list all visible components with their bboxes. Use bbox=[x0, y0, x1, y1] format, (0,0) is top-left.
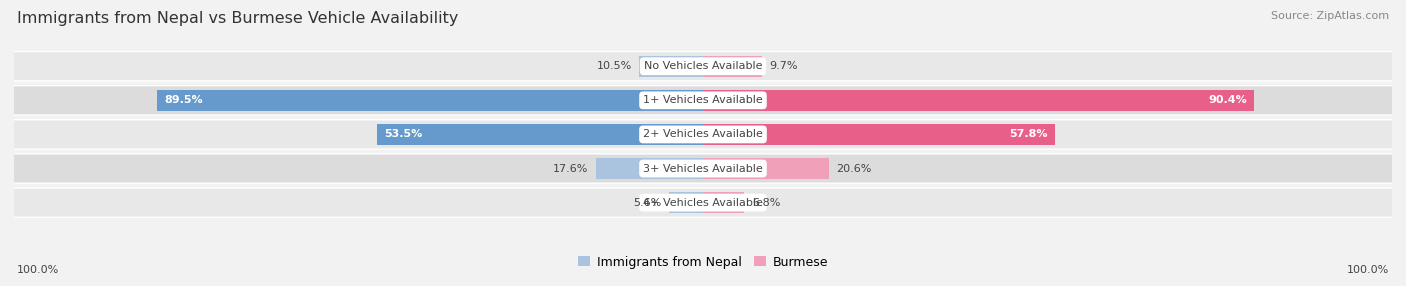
Text: 100.0%: 100.0% bbox=[17, 265, 59, 275]
FancyBboxPatch shape bbox=[1, 120, 1405, 149]
Text: 17.6%: 17.6% bbox=[553, 164, 588, 174]
Text: Immigrants from Nepal vs Burmese Vehicle Availability: Immigrants from Nepal vs Burmese Vehicle… bbox=[17, 11, 458, 26]
Text: 100.0%: 100.0% bbox=[1347, 265, 1389, 275]
Text: 89.5%: 89.5% bbox=[165, 95, 204, 105]
Text: 3+ Vehicles Available: 3+ Vehicles Available bbox=[643, 164, 763, 174]
Bar bbox=[703, 90, 1254, 111]
FancyBboxPatch shape bbox=[1, 86, 1405, 115]
Bar bbox=[703, 124, 1056, 145]
Text: 10.5%: 10.5% bbox=[596, 61, 631, 71]
Text: 1+ Vehicles Available: 1+ Vehicles Available bbox=[643, 95, 763, 105]
Text: 5.6%: 5.6% bbox=[633, 198, 662, 208]
Legend: Immigrants from Nepal, Burmese: Immigrants from Nepal, Burmese bbox=[572, 251, 834, 274]
Bar bbox=[703, 56, 762, 77]
Bar bbox=[596, 158, 703, 179]
Text: 4+ Vehicles Available: 4+ Vehicles Available bbox=[643, 198, 763, 208]
Text: 90.4%: 90.4% bbox=[1208, 95, 1247, 105]
Text: Source: ZipAtlas.com: Source: ZipAtlas.com bbox=[1271, 11, 1389, 21]
FancyBboxPatch shape bbox=[1, 51, 1405, 81]
Text: No Vehicles Available: No Vehicles Available bbox=[644, 61, 762, 71]
FancyBboxPatch shape bbox=[1, 154, 1405, 183]
Bar bbox=[157, 90, 703, 111]
Text: 53.5%: 53.5% bbox=[384, 130, 422, 139]
Bar bbox=[703, 158, 828, 179]
Text: 2+ Vehicles Available: 2+ Vehicles Available bbox=[643, 130, 763, 139]
Text: 57.8%: 57.8% bbox=[1010, 130, 1047, 139]
Bar bbox=[703, 192, 744, 213]
Text: 6.8%: 6.8% bbox=[752, 198, 780, 208]
Text: 20.6%: 20.6% bbox=[837, 164, 872, 174]
FancyBboxPatch shape bbox=[1, 188, 1405, 217]
Bar bbox=[669, 192, 703, 213]
Text: 9.7%: 9.7% bbox=[769, 61, 799, 71]
Bar bbox=[638, 56, 703, 77]
Bar bbox=[377, 124, 703, 145]
